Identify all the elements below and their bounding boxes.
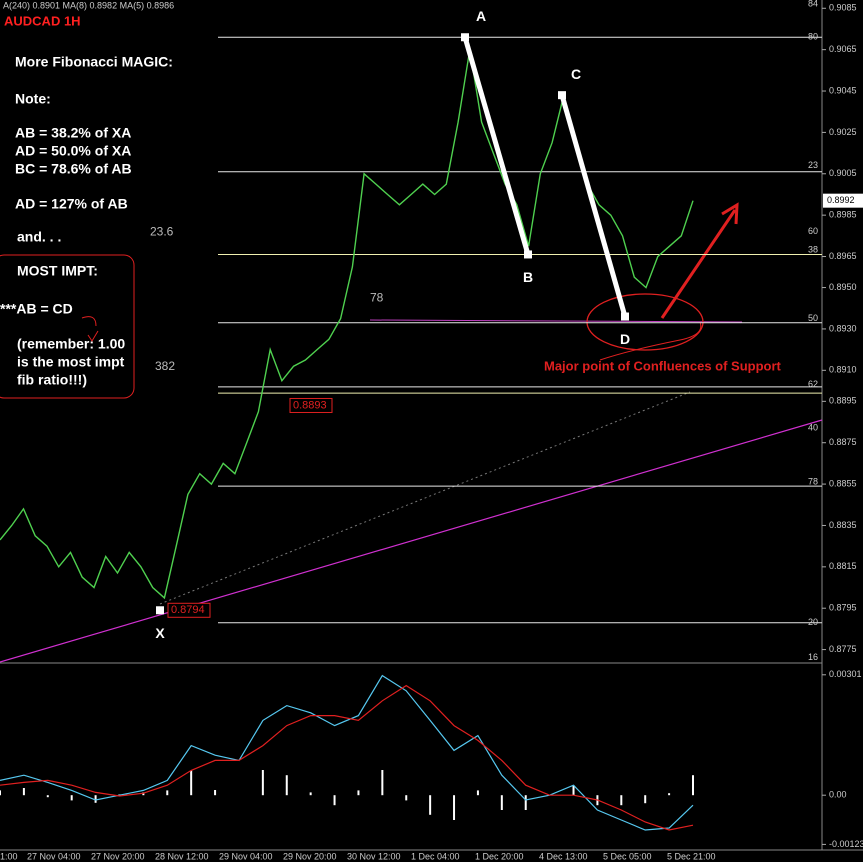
x-tick-label: 30 Nov 12:00: [347, 851, 401, 861]
chart-title: AUDCAD 1H: [4, 13, 81, 28]
y-tick-label: 0.8815: [829, 561, 857, 571]
zigzag: [559, 94, 628, 318]
note: Note:: [15, 91, 51, 107]
header: A(240) 0.8901 MA(8) 0.8982 MA(5) 0.8986: [3, 0, 174, 10]
pivot-marker: [621, 312, 629, 321]
tick-mark-doodle: [81, 316, 99, 342]
level-label: 60: [808, 226, 818, 236]
x-tick-label: 5 Dec 21:00: [667, 851, 716, 861]
y-tick-label: 0.8855: [829, 478, 857, 488]
level-label: 16: [808, 652, 818, 662]
y-tick-label: 0.9005: [829, 168, 857, 178]
y-tick-label: 0.8895: [829, 396, 857, 406]
level-label: 50: [808, 313, 818, 323]
y-tick-label: 0.00301: [829, 669, 862, 679]
y-tick-label: 0.9065: [829, 44, 857, 54]
y-tick-label: 0.8965: [829, 251, 857, 261]
level-label: 40: [808, 423, 818, 433]
price-tag: 0.8893: [293, 399, 327, 411]
support-ellipse: [586, 293, 704, 351]
price-tag-box: [289, 397, 333, 413]
up-arrow: [660, 202, 739, 319]
x-tick-label: 27 Nov 20:00: [91, 851, 145, 861]
callout-curve: [599, 321, 702, 361]
last-price-box: [823, 193, 863, 208]
y-tick-label: 0.9085: [829, 3, 857, 13]
fib-label: 23.6: [150, 224, 174, 238]
trend-line: [0, 419, 823, 663]
y-tick-label: 0.8930: [829, 323, 857, 333]
x-tick-label: 1 Dec 04:00: [411, 851, 460, 861]
price-tag-box: [167, 602, 211, 618]
pivot-label: D: [620, 331, 630, 347]
note: MOST IMPT:: [17, 263, 98, 279]
pivot-label: C: [571, 66, 581, 82]
note: and. . .: [17, 229, 61, 245]
note: AD = 127% of AB: [15, 196, 128, 212]
note: (remember: 1.00: [17, 336, 125, 352]
level-label: 38: [808, 245, 818, 255]
note: fib ratio!!!): [17, 372, 87, 388]
line: [0, 684, 694, 831]
x-tick-label: 29 Nov 04:00: [219, 851, 273, 861]
x-tick-label: 1:00: [0, 851, 18, 861]
note-box: [0, 254, 135, 399]
price-tag: 0.8794: [171, 604, 205, 616]
zigzag: [462, 36, 531, 256]
fib-label: 78: [370, 290, 384, 304]
y-tick-label: 0.8950: [829, 282, 857, 292]
callout: Major point of Confluences of Support: [544, 358, 782, 373]
x-tick-label: 4 Dec 13:00: [539, 851, 588, 861]
pivot-marker: [558, 91, 566, 100]
x-tick-label: 1 Dec 20:00: [475, 851, 524, 861]
note: AD = 50.0% of XA: [15, 143, 131, 159]
fib-label: 382: [155, 359, 175, 373]
fib-78-line: [369, 319, 743, 323]
level-label: 20: [808, 617, 818, 627]
y-tick-label: 0.8835: [829, 520, 857, 530]
y-tick-label: -0.00123: [829, 839, 863, 849]
y-tick-label: 0.8775: [829, 644, 857, 654]
note: BC = 78.6% of AB: [15, 161, 132, 177]
note: More Fibonacci MAGIC:: [15, 54, 173, 70]
pivot-marker: [524, 250, 532, 259]
y-tick-label: 0.9025: [829, 127, 857, 137]
pivot-marker: [156, 606, 164, 615]
y-tick-label: 0.00: [829, 790, 847, 800]
x-tick-label: 29 Nov 20:00: [283, 851, 337, 861]
y-tick-label: 0.8795: [829, 603, 857, 613]
y-tick-label: 0.8910: [829, 365, 857, 375]
y-tick-label: 0.9045: [829, 85, 857, 95]
note: is the most impt: [17, 354, 125, 370]
x-tick-label: 27 Nov 04:00: [27, 851, 81, 861]
y-tick-label: 0.8875: [829, 437, 857, 447]
level-label: 80: [808, 32, 818, 42]
note: ***AB = CD: [0, 301, 73, 317]
pivot-label: B: [523, 269, 533, 285]
pivot-marker: [461, 33, 469, 42]
last-price: 0.8992: [827, 195, 855, 205]
x-tick-label: 28 Nov 12:00: [155, 851, 209, 861]
y-tick-label: 0.8985: [829, 210, 857, 220]
level-label: 62: [808, 379, 818, 389]
level-label: 78: [808, 476, 818, 486]
pivot-label: A: [476, 8, 486, 24]
level-label: 23: [808, 160, 818, 170]
x-tick-label: 5 Dec 05:00: [603, 851, 652, 861]
dashed-line: [159, 391, 691, 605]
note: AB = 38.2% of XA: [15, 125, 131, 141]
pivot-label: X: [155, 625, 165, 641]
level-label: 84: [808, 0, 818, 9]
